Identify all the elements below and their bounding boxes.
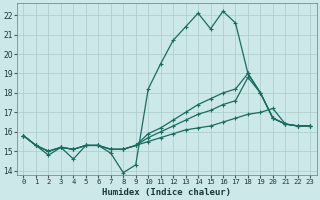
X-axis label: Humidex (Indice chaleur): Humidex (Indice chaleur) [102, 188, 231, 197]
